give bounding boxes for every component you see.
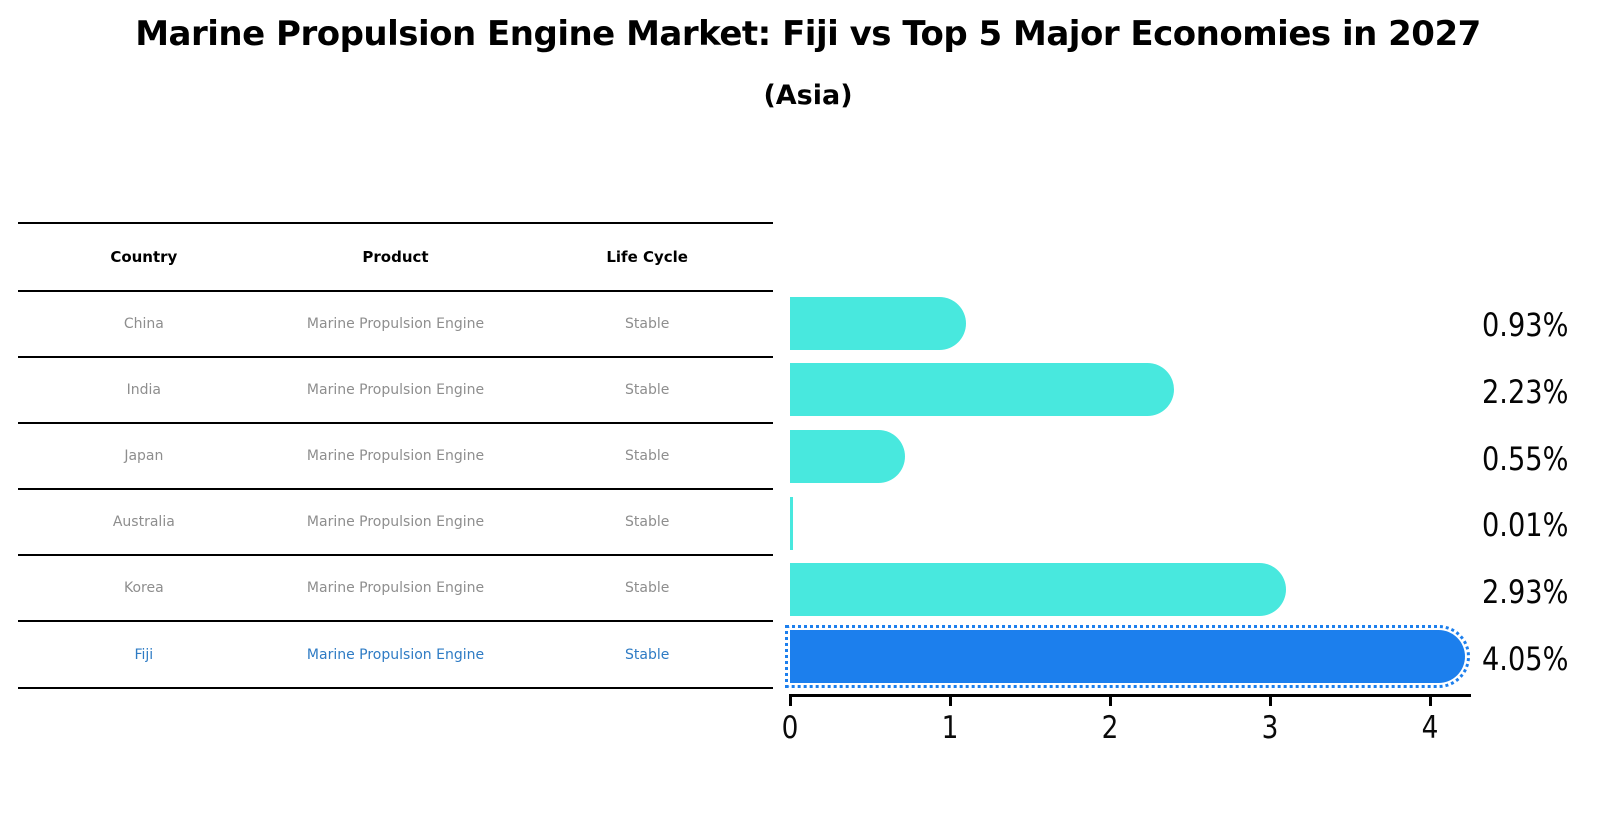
x-tick-label-3: 3 [1261, 710, 1279, 746]
bar-row-fiji [785, 623, 1470, 690]
table-row-china: China Marine Propulsion Engine Stable [18, 292, 773, 358]
value-label-australia: 0.01% [1482, 506, 1569, 545]
table-cell-country: Japan [124, 447, 164, 464]
bar-row-japan [790, 423, 1470, 490]
x-tick-1 [948, 696, 952, 706]
table-cell-life-cycle: Stable [625, 580, 670, 597]
x-tick-2 [1108, 696, 1112, 706]
bar-plot-area [785, 290, 1470, 690]
x-tick-3 [1268, 696, 1272, 706]
x-tick-label-1: 1 [941, 710, 959, 746]
table-cell-life-cycle: Stable [625, 381, 670, 398]
column-header-product: Product [362, 247, 429, 266]
x-axis: 0 1 2 3 4 [782, 696, 1472, 746]
bar-india [790, 363, 1174, 417]
x-tick-4 [1428, 696, 1432, 706]
table-cell-country: Korea [123, 580, 164, 597]
table-row-fiji: Fiji Marine Propulsion Engine Stable [18, 622, 773, 689]
value-label-japan: 0.55% [1482, 439, 1569, 478]
table-cell-product: Marine Propulsion Engine [306, 646, 485, 663]
table-cell-life-cycle: Stable [625, 315, 670, 332]
column-header-life-cycle: Life Cycle [606, 247, 688, 266]
table-cell-product: Marine Propulsion Engine [306, 315, 485, 332]
x-tick-label-2: 2 [1101, 710, 1119, 746]
value-label-column: 0.93% 2.23% 0.55% 0.01% 2.93% 4.05% [1482, 290, 1616, 690]
table-cell-country: China [123, 315, 164, 332]
table-row-japan: Japan Marine Propulsion Engine Stable [18, 424, 773, 491]
value-label-india: 2.23% [1482, 373, 1569, 411]
table-row-india: India Marine Propulsion Engine Stable [18, 358, 773, 424]
table-row-australia: Australia Marine Propulsion Engine Stable [18, 490, 773, 557]
value-label-fiji: 4.05% [1482, 639, 1569, 678]
table-cell-product: Marine Propulsion Engine [306, 580, 485, 597]
table-cell-product: Marine Propulsion Engine [306, 381, 485, 398]
x-tick-0 [788, 696, 792, 706]
value-label-china: 0.93% [1482, 306, 1569, 345]
country-table: Country Product Life Cycle China Marine P… [18, 222, 773, 689]
table-row-korea: Korea Marine Propulsion Engine Stable [18, 556, 773, 623]
table-cell-life-cycle: Stable [625, 514, 670, 531]
table-cell-product: Marine Propulsion Engine [306, 514, 485, 531]
bar-fiji [785, 625, 1470, 689]
table-cell-country: India [126, 381, 162, 398]
bar-australia [790, 496, 793, 550]
x-tick-label-4: 4 [1421, 710, 1439, 746]
value-label-korea: 2.93% [1482, 573, 1569, 611]
table-body: China Marine Propulsion Engine Stable India… [18, 292, 773, 689]
table-cell-life-cycle: Stable [625, 646, 670, 663]
bar-china [790, 296, 966, 350]
bar-row-korea [790, 557, 1470, 624]
column-header-country: Country [110, 247, 178, 266]
bar-row-india [790, 357, 1470, 424]
table-cell-life-cycle: Stable [625, 447, 670, 464]
bar-korea [790, 563, 1286, 617]
table-cell-product: Marine Propulsion Engine [306, 447, 485, 464]
bar-row-australia [790, 490, 1470, 557]
table-cell-country: Fiji [134, 646, 154, 663]
x-axis-line [789, 694, 1471, 697]
table-header-row: Country Product Life Cycle [18, 224, 773, 292]
bar-japan [790, 430, 905, 484]
chart-title: Marine Propulsion Engine Market: Fiji vs… [135, 14, 1481, 54]
x-tick-label-0: 0 [781, 710, 799, 746]
bar-row-china [790, 290, 1470, 357]
table-cell-country: Australia [112, 514, 175, 531]
chart-subtitle: (Asia) [763, 80, 853, 111]
